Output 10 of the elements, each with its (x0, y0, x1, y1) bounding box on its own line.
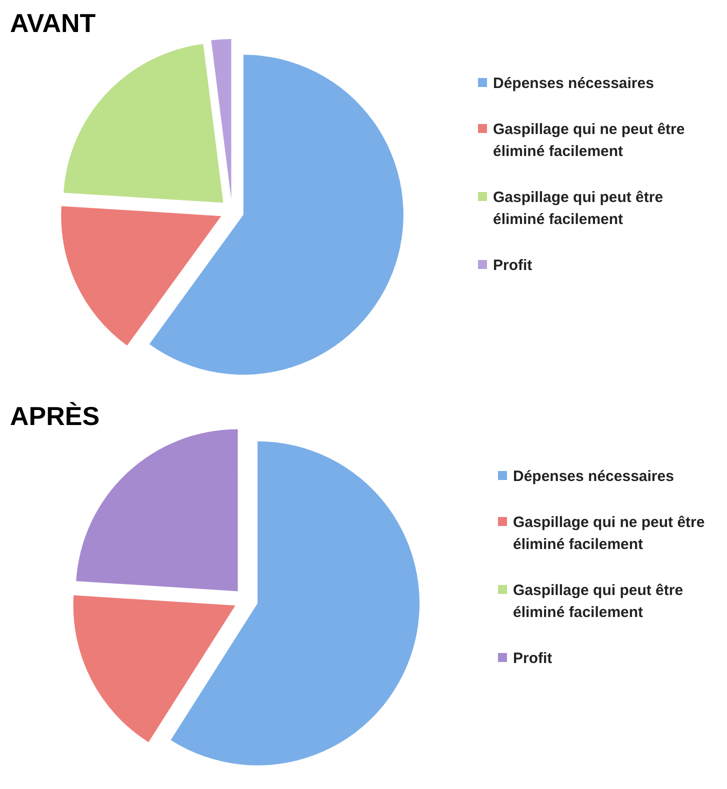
legend-label: Gaspillage qui peut être éliminé facilement (513, 582, 684, 621)
legend-label: Profit (513, 650, 552, 667)
legend-label: Dépenses nécessaires (493, 75, 654, 92)
legend-label: Profit (493, 257, 532, 274)
legend-label: Gaspillage qui ne peut être éliminé facilement (513, 514, 705, 553)
legend-label: Gaspillage qui ne peut être éliminé facilement (493, 121, 685, 160)
legend-label: Gaspillage qui peut être éliminé facilement (493, 189, 664, 228)
legend-label: Dépenses nécessaires (513, 468, 674, 485)
chart-title: APRÈS (10, 401, 100, 431)
chart-title: AVANT (10, 8, 96, 38)
